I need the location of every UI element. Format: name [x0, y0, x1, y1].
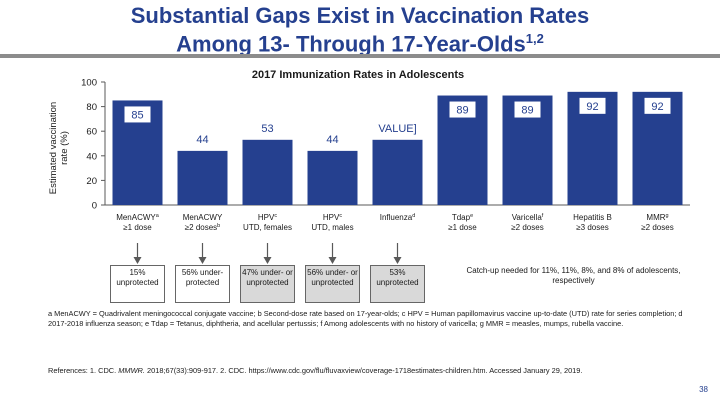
y-axis-label: Estimated vaccinationrate (%): [48, 102, 70, 194]
callout-arrow-head: [133, 257, 142, 264]
category-label-line1: HPV: [323, 213, 340, 222]
data-label-bg: [449, 101, 476, 118]
callout-arrow-head: [393, 257, 402, 264]
title-citation: 1,2: [525, 31, 544, 46]
data-label-bg: [124, 106, 151, 123]
data-label: 44: [196, 134, 208, 146]
slide-title-line2-text: Among 13- Through 17-Year-Olds: [176, 31, 526, 57]
category-label: MenACWY ≥2 dosesb: [183, 213, 223, 232]
page-number: 38: [699, 385, 708, 394]
category-label-superscript: c: [339, 213, 342, 219]
category-label-superscript: g: [666, 213, 669, 219]
category-label-line1: Hepatitis B: [573, 213, 612, 222]
title-divider-bar: [0, 54, 720, 58]
category-label-line1: MMR: [646, 213, 665, 222]
y-tick-label: 0: [92, 201, 97, 212]
callout-box: 47% under- or unprotected: [240, 265, 295, 303]
category-label-line1: MenACWY: [116, 213, 156, 222]
callout-box: 56% under- or unprotected: [305, 265, 360, 303]
category-label-line2: UTD, females: [243, 223, 292, 232]
y-axis-label-line2: rate (%): [59, 131, 70, 165]
y-tick-label: 20: [86, 176, 97, 187]
category-label: HPVc UTD, females: [243, 213, 292, 232]
callout-arrow-head: [328, 257, 337, 264]
category-label: Varicellaf ≥2 doses: [511, 213, 543, 232]
data-label: 89: [521, 105, 533, 117]
data-label: 92: [586, 101, 598, 113]
category-label: MenACWYa ≥1 dose: [116, 213, 160, 232]
data-label-bg: [514, 101, 541, 118]
category-label-line1: MenACWY: [183, 213, 223, 222]
y-tick-label: 60: [86, 127, 97, 138]
category-label: Influenzad: [380, 213, 416, 222]
slide-title-line1: Substantial Gaps Exist in Vaccination Ra…: [130, 3, 590, 28]
references-rest: 2018;67(33):909-917. 2. CDC. https://www…: [147, 366, 583, 375]
bar: [177, 150, 228, 205]
category-label-line2: ≥1 dose: [123, 223, 152, 232]
category-label-superscript: c: [274, 213, 277, 219]
data-label-bg: [189, 130, 216, 147]
callout-box: 56% under-protected: [175, 265, 230, 303]
category-label: Tdape ≥1 dose: [448, 213, 477, 232]
category-label-line1: Tdap: [452, 213, 471, 222]
references: References: 1. CDC. MMWR. 2018;67(33):90…: [48, 366, 698, 376]
references-lead: References: 1. CDC.: [48, 366, 117, 375]
category-label-line2: ≥2 doses: [641, 223, 673, 232]
category-label-line2: ≥1 dose: [448, 223, 477, 232]
references-journal: MMWR.: [118, 366, 145, 375]
chart-title: 2017 Immunization Rates in Adolescents: [252, 69, 464, 81]
callout-box: 53% unprotected: [370, 265, 425, 303]
category-label-superscript: f: [542, 213, 544, 219]
callout-arrow-head: [198, 257, 207, 264]
data-label-bg: [254, 119, 281, 136]
category-label-superscript: d: [412, 213, 415, 219]
category-label-line1: Influenza: [380, 213, 413, 222]
y-axis-label-line1: Estimated vaccination: [48, 102, 59, 194]
category-label: Hepatitis B ≥3 doses: [573, 213, 612, 232]
data-label-bg: [319, 130, 346, 147]
y-tick-label: 40: [86, 151, 97, 162]
category-label-line2: UTD, males: [311, 223, 353, 232]
data-label: VALUE]: [378, 123, 416, 135]
y-tick-label: 100: [81, 78, 97, 89]
footnotes: a MenACWY = Quadrivalent meningococcal c…: [48, 309, 683, 328]
category-label: MMRg ≥2 doses: [641, 213, 673, 232]
data-label-bg: [579, 97, 606, 114]
data-label: 92: [651, 101, 663, 113]
data-label-bg: [644, 97, 671, 114]
slide-title-line2: Among 13- Through 17-Year-Olds1,2: [0, 27, 720, 55]
category-label: HPVc UTD, males: [311, 213, 353, 232]
callout-box: 15% unprotected: [110, 265, 165, 303]
data-label: 89: [456, 105, 468, 117]
category-label-line2: ≥3 doses: [576, 223, 608, 232]
y-tick-label: 80: [86, 102, 97, 113]
data-label: 53: [261, 123, 273, 135]
bar: [372, 139, 423, 205]
category-label-line1: Varicella: [512, 213, 543, 222]
category-label-superscript: a: [156, 213, 160, 219]
slide-title: Substantial Gaps Exist in Vaccination Ra…: [0, 4, 720, 55]
bar: [307, 150, 358, 205]
data-label: 44: [326, 134, 338, 146]
category-label-superscript: b: [217, 223, 220, 229]
callout-arrow-head: [263, 257, 272, 264]
category-label-line2: ≥2 doses: [511, 223, 543, 232]
catchup-note: Catch-up needed for 11%, 11%, 8%, and 8%…: [466, 266, 681, 285]
category-label-superscript: e: [470, 213, 473, 219]
category-label-line1: HPV: [258, 213, 275, 222]
category-label-line2: ≥2 doses: [185, 223, 217, 232]
data-label: 85: [131, 109, 143, 121]
data-label-bg: [375, 119, 420, 136]
bar: [242, 139, 293, 205]
